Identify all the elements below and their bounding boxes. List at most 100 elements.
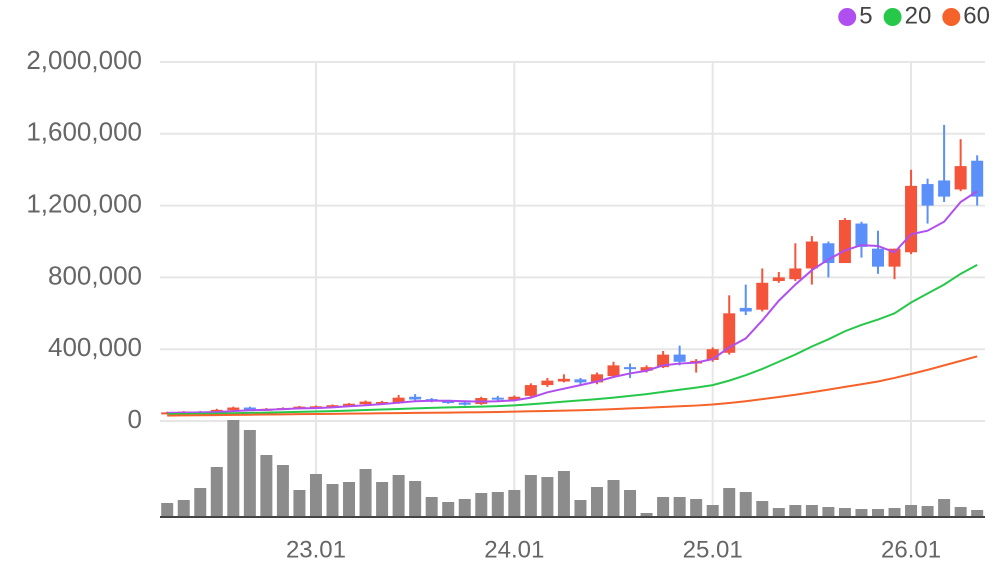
legend-label: 5: [859, 2, 872, 29]
y-tick-label: 400,000: [48, 332, 142, 362]
volume-bar: [706, 505, 719, 517]
candle-body: [508, 396, 521, 400]
volume-bar: [739, 492, 752, 517]
volume-bar: [673, 497, 686, 517]
volume-bar: [905, 505, 918, 517]
volume-bar: [210, 467, 223, 517]
volume-bar: [772, 508, 785, 517]
candle-body: [905, 185, 918, 253]
volume-bar: [640, 513, 653, 517]
volume-bar: [938, 499, 951, 517]
candle-body: [243, 407, 256, 410]
candle-body: [359, 401, 372, 405]
volume-bar: [276, 465, 289, 517]
volume-bar: [442, 502, 455, 517]
candle-body: [524, 385, 537, 396]
volume-bar: [491, 492, 504, 517]
legend-dot: [838, 8, 857, 26]
ma-line: [167, 355, 978, 417]
volume-bar: [590, 487, 603, 517]
volume-bar: [657, 497, 670, 517]
volume-bar: [227, 420, 240, 517]
volume-bar: [805, 505, 818, 517]
volume-bar: [260, 455, 273, 517]
candle-body: [442, 400, 455, 404]
candle-body: [706, 349, 719, 360]
candle-body: [376, 401, 389, 404]
volume-bar: [557, 471, 570, 517]
candle-body: [541, 380, 554, 386]
legend-dot: [883, 8, 902, 26]
volume-bar: [756, 501, 769, 517]
candle-body: [772, 277, 785, 281]
volume-bar: [690, 499, 703, 517]
candle-body: [227, 407, 240, 411]
volume-bar: [574, 500, 587, 517]
y-tick-label: 1,200,000: [26, 188, 142, 218]
volume-bar: [624, 490, 637, 517]
ma-line: [167, 190, 978, 414]
legend-label: 60: [963, 2, 990, 29]
x-tick-label: 26.01: [881, 536, 941, 563]
legend-label: 20: [905, 2, 932, 29]
candle-body: [392, 397, 405, 404]
volume-bar: [194, 488, 207, 517]
candle-body: [326, 405, 339, 408]
volume-bar: [359, 469, 372, 517]
candle-body: [590, 374, 603, 383]
candle-body: [756, 282, 769, 310]
candle-body: [657, 354, 670, 368]
candle-body: [574, 379, 587, 383]
x-tick-label: 24.01: [484, 536, 544, 563]
y-tick-label: 800,000: [48, 260, 142, 290]
candle-body: [624, 367, 637, 370]
volume-bar: [607, 480, 620, 517]
candle-body: [458, 402, 471, 405]
candle-body: [557, 378, 570, 382]
candle-body: [739, 307, 752, 312]
candle-body: [723, 313, 736, 353]
volume-bar: [309, 474, 322, 517]
candle-body: [871, 248, 884, 267]
volume-bar: [954, 507, 967, 517]
ma-line: [167, 263, 978, 416]
volume-bar: [838, 508, 851, 517]
volume-bar: [971, 510, 984, 517]
legend-dot: [942, 8, 961, 26]
candle-body: [888, 248, 901, 267]
volume-bar: [541, 477, 554, 517]
candle-body: [640, 367, 653, 371]
volume-bar: [177, 500, 190, 517]
candle-body: [607, 365, 620, 377]
volume-bar: [822, 507, 835, 517]
volume-bar: [326, 484, 339, 517]
volume-bar: [161, 503, 174, 517]
volume-bar: [855, 509, 868, 517]
volume-bar: [376, 482, 389, 517]
candle-body: [838, 219, 851, 264]
volume-bar: [508, 490, 521, 517]
volume-bar: [871, 509, 884, 517]
volume-bar: [458, 499, 471, 517]
y-tick-label: 0: [128, 404, 142, 434]
candle-body: [409, 396, 422, 400]
candle-body: [343, 403, 356, 406]
candle-body: [855, 223, 868, 247]
x-tick-label: 25.01: [683, 536, 743, 563]
volume-bar: [789, 505, 802, 517]
volume-bar: [343, 482, 356, 517]
volume-bar: [392, 475, 405, 517]
y-tick-label: 2,000,000: [26, 45, 142, 75]
x-tick-label: 23.01: [286, 536, 346, 563]
candle-body: [491, 397, 504, 400]
volume-bar: [409, 481, 422, 517]
candle-body: [971, 160, 984, 197]
volume-bar: [921, 506, 934, 517]
volume-bar: [723, 488, 736, 517]
volume-bar: [524, 475, 537, 517]
candle-body: [805, 241, 818, 269]
y-tick-label: 1,600,000: [26, 117, 142, 147]
candle-body: [673, 354, 686, 362]
candle-body: [938, 180, 951, 197]
